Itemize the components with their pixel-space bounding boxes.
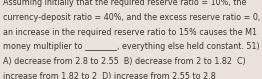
Text: Assuming initially that the required reserve ratio = 10%, the: Assuming initially that the required res… <box>3 0 247 7</box>
Text: currency-deposit ratio = 40%, and the excess reserve ratio = 0,: currency-deposit ratio = 40%, and the ex… <box>3 13 260 22</box>
Text: an increase in the required reserve ratio to 15% causes the M1: an increase in the required reserve rati… <box>3 28 257 37</box>
Text: increase from 1.82 to 2  D) increase from 2.55 to 2.8: increase from 1.82 to 2 D) increase from… <box>3 72 216 79</box>
Text: money multiplier to ________, everything else held constant. 51): money multiplier to ________, everything… <box>3 42 260 51</box>
Text: A) decrease from 2.8 to 2.55  B) decrease from 2 to 1.82  C): A) decrease from 2.8 to 2.55 B) decrease… <box>3 57 246 66</box>
